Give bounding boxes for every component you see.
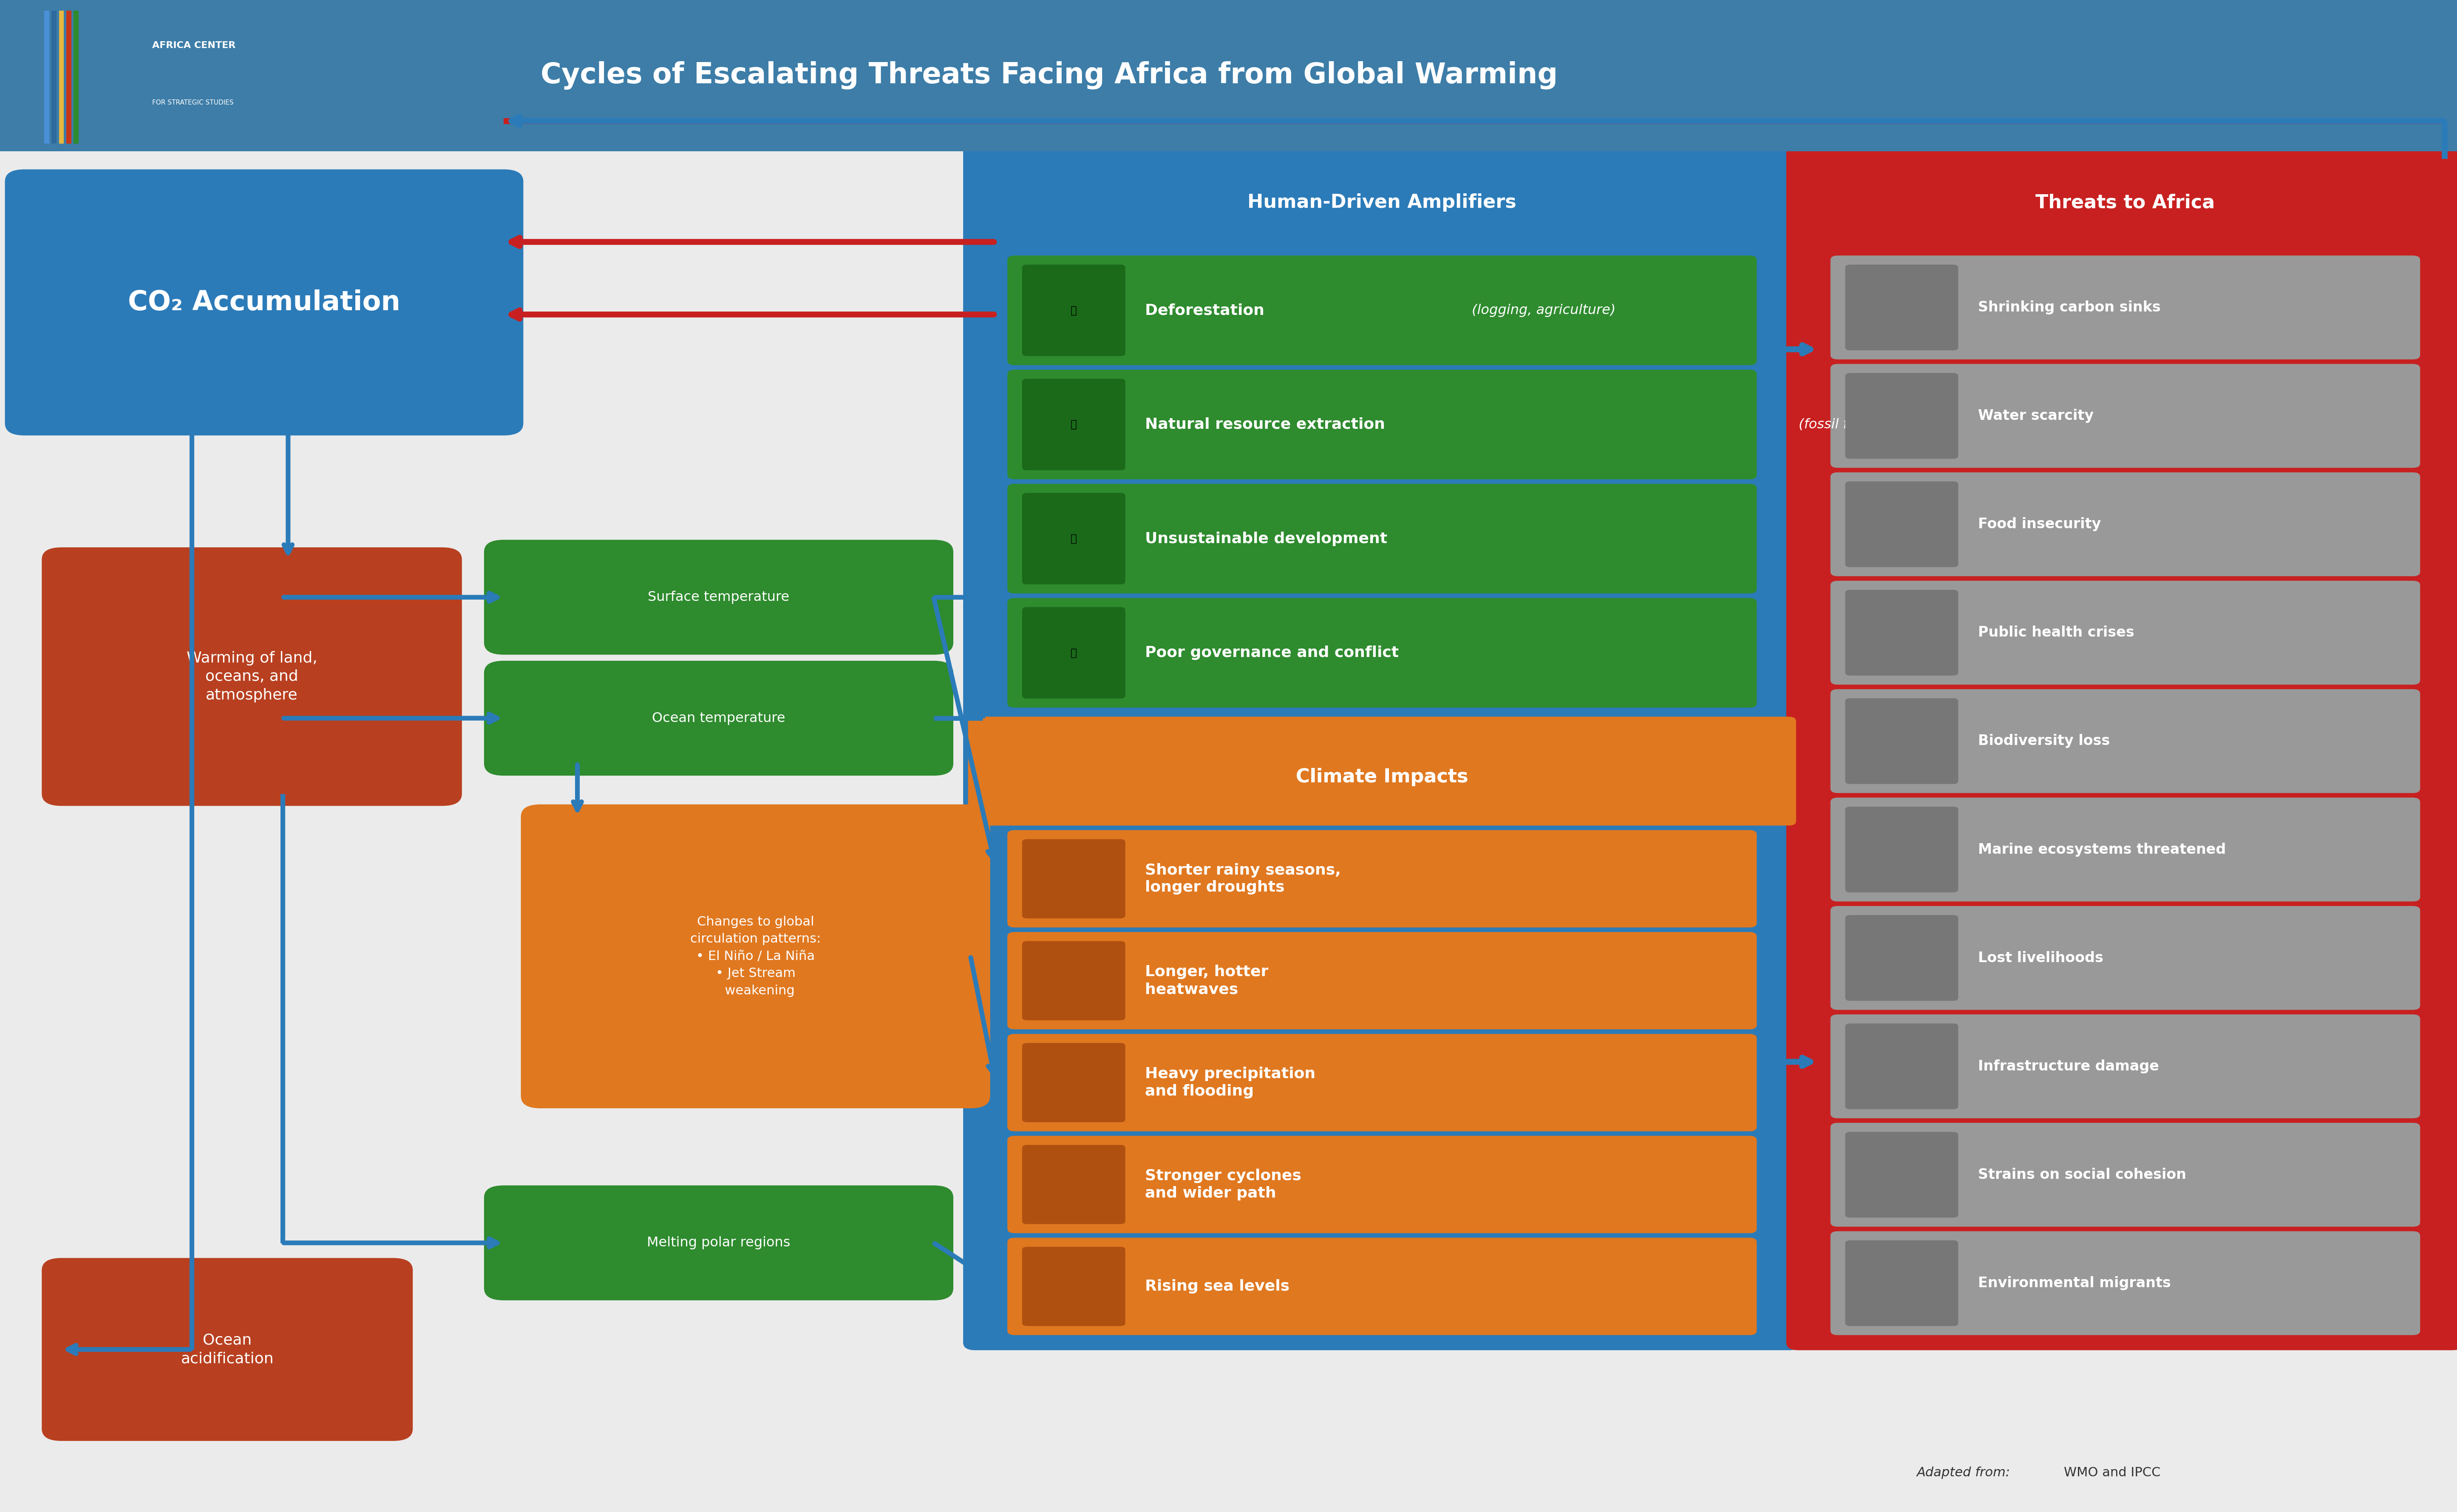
FancyBboxPatch shape <box>1830 364 2420 467</box>
FancyBboxPatch shape <box>1022 493 1125 585</box>
Text: Public health crises: Public health crises <box>1978 626 2135 640</box>
FancyBboxPatch shape <box>1845 265 1958 351</box>
FancyBboxPatch shape <box>1830 689 2420 792</box>
FancyBboxPatch shape <box>1007 256 1757 366</box>
Text: Threats to Africa: Threats to Africa <box>2034 194 2216 212</box>
Text: Warming of land,
oceans, and
atmosphere: Warming of land, oceans, and atmosphere <box>187 652 317 702</box>
FancyBboxPatch shape <box>963 714 1801 1350</box>
FancyBboxPatch shape <box>968 717 1796 826</box>
Text: 🔨: 🔨 <box>1071 647 1076 658</box>
FancyBboxPatch shape <box>1007 599 1757 708</box>
FancyBboxPatch shape <box>1022 839 1125 918</box>
FancyBboxPatch shape <box>1830 256 2420 360</box>
Text: Environmental migrants: Environmental migrants <box>1978 1276 2172 1290</box>
Text: Stronger cyclones
and wider path: Stronger cyclones and wider path <box>1145 1169 1302 1201</box>
FancyBboxPatch shape <box>59 11 64 144</box>
FancyBboxPatch shape <box>52 11 57 144</box>
Text: Biodiversity loss: Biodiversity loss <box>1978 735 2111 748</box>
Text: Shrinking carbon sinks: Shrinking carbon sinks <box>1978 301 2160 314</box>
FancyBboxPatch shape <box>484 540 953 655</box>
FancyBboxPatch shape <box>1022 1247 1125 1326</box>
Text: Shorter rainy seasons,
longer droughts: Shorter rainy seasons, longer droughts <box>1145 863 1342 895</box>
FancyBboxPatch shape <box>1791 142 2457 251</box>
Text: FOR STRATEGIC STUDIES: FOR STRATEGIC STUDIES <box>152 100 233 106</box>
Text: Surface temperature: Surface temperature <box>649 591 789 603</box>
Text: Infrastructure damage: Infrastructure damage <box>1978 1060 2160 1074</box>
FancyBboxPatch shape <box>1845 807 1958 892</box>
Text: Rising sea levels: Rising sea levels <box>1145 1279 1290 1294</box>
Text: Longer, hotter
heatwaves: Longer, hotter heatwaves <box>1145 965 1268 996</box>
Text: CO₂ Accumulation: CO₂ Accumulation <box>128 289 400 316</box>
FancyBboxPatch shape <box>484 661 953 776</box>
FancyBboxPatch shape <box>1845 1240 1958 1326</box>
Text: Heavy precipitation
and flooding: Heavy precipitation and flooding <box>1145 1066 1314 1099</box>
Text: Unsustainable development: Unsustainable development <box>1145 531 1388 546</box>
Text: Ocean
acidification: Ocean acidification <box>182 1334 273 1365</box>
Text: Marine ecosystems threatened: Marine ecosystems threatened <box>1978 842 2226 856</box>
FancyBboxPatch shape <box>1022 265 1125 357</box>
FancyBboxPatch shape <box>1830 472 2420 576</box>
Text: WMO and IPCC: WMO and IPCC <box>2064 1467 2160 1479</box>
FancyBboxPatch shape <box>1845 1024 1958 1110</box>
FancyBboxPatch shape <box>1007 1238 1757 1335</box>
FancyBboxPatch shape <box>521 804 990 1108</box>
FancyBboxPatch shape <box>1007 830 1757 927</box>
Text: Climate Impacts: Climate Impacts <box>1295 768 1469 786</box>
FancyBboxPatch shape <box>1845 481 1958 567</box>
FancyBboxPatch shape <box>1830 1123 2420 1226</box>
Text: 🔨: 🔨 <box>1071 419 1076 429</box>
FancyBboxPatch shape <box>66 11 71 144</box>
Text: (fossil fuels, minerals): (fossil fuels, minerals) <box>1799 417 1948 431</box>
Text: 🔨: 🔨 <box>1071 305 1076 316</box>
Text: Adapted from:: Adapted from: <box>1916 1467 2010 1479</box>
FancyBboxPatch shape <box>1845 1132 1958 1217</box>
FancyBboxPatch shape <box>42 1258 413 1441</box>
Text: Deforestation: Deforestation <box>1145 302 1270 318</box>
FancyBboxPatch shape <box>1022 608 1125 699</box>
FancyBboxPatch shape <box>74 11 79 144</box>
Text: Strains on social cohesion: Strains on social cohesion <box>1978 1167 2187 1182</box>
FancyBboxPatch shape <box>484 1185 953 1300</box>
Text: Natural resource extraction: Natural resource extraction <box>1145 417 1391 432</box>
Text: Melting polar regions: Melting polar regions <box>646 1237 791 1249</box>
Text: 🔨: 🔨 <box>1071 534 1076 544</box>
Text: Poor governance and conflict: Poor governance and conflict <box>1145 646 1398 661</box>
FancyBboxPatch shape <box>1007 370 1757 479</box>
FancyBboxPatch shape <box>42 547 462 806</box>
Text: Food insecurity: Food insecurity <box>1978 517 2101 531</box>
Text: Ocean temperature: Ocean temperature <box>651 712 786 724</box>
FancyBboxPatch shape <box>1022 940 1125 1021</box>
Text: AFRICA CENTER: AFRICA CENTER <box>152 41 236 50</box>
FancyBboxPatch shape <box>1007 484 1757 594</box>
FancyBboxPatch shape <box>1830 798 2420 901</box>
FancyBboxPatch shape <box>1830 1015 2420 1119</box>
FancyBboxPatch shape <box>1845 590 1958 676</box>
FancyBboxPatch shape <box>5 169 523 435</box>
Text: Changes to global
circulation patterns:
• El Niño / La Niña
• Jet Stream
  weake: Changes to global circulation patterns: … <box>690 916 821 996</box>
FancyBboxPatch shape <box>0 0 2457 151</box>
Text: Cycles of Escalating Threats Facing Africa from Global Warming: Cycles of Escalating Threats Facing Afri… <box>541 62 1558 89</box>
FancyBboxPatch shape <box>963 139 1801 723</box>
FancyBboxPatch shape <box>1022 378 1125 470</box>
FancyBboxPatch shape <box>1022 1043 1125 1122</box>
FancyBboxPatch shape <box>1845 373 1958 458</box>
Text: Human-Driven Amplifiers: Human-Driven Amplifiers <box>1248 194 1516 212</box>
FancyBboxPatch shape <box>1845 915 1958 1001</box>
FancyBboxPatch shape <box>1786 139 2457 1350</box>
FancyBboxPatch shape <box>1022 1145 1125 1225</box>
FancyBboxPatch shape <box>1830 906 2420 1010</box>
Text: Water scarcity: Water scarcity <box>1978 408 2093 423</box>
Text: (logging, agriculture): (logging, agriculture) <box>1472 304 1617 318</box>
FancyBboxPatch shape <box>1007 1136 1757 1234</box>
FancyBboxPatch shape <box>1845 699 1958 783</box>
FancyBboxPatch shape <box>1830 1231 2420 1335</box>
FancyBboxPatch shape <box>44 11 49 144</box>
FancyBboxPatch shape <box>1007 931 1757 1030</box>
FancyBboxPatch shape <box>1007 1034 1757 1131</box>
Text: Climate Impacts: Climate Impacts <box>1295 768 1469 786</box>
Text: Lost livelihoods: Lost livelihoods <box>1978 951 2103 965</box>
FancyBboxPatch shape <box>1830 581 2420 685</box>
